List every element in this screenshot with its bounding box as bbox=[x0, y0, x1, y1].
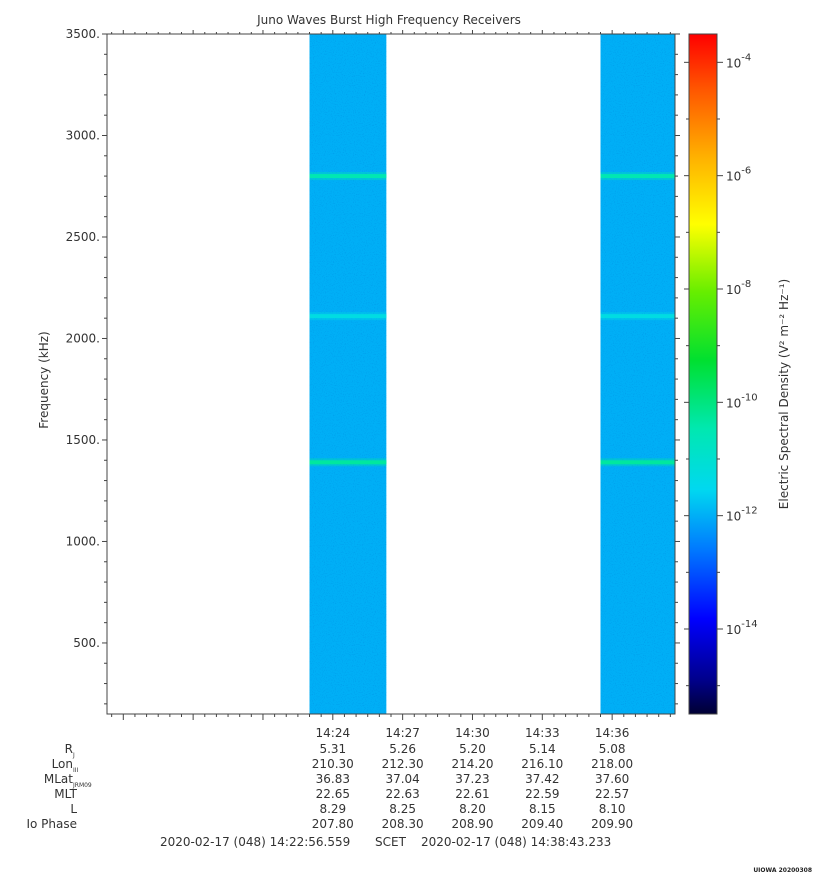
ephemeris-row: R J 5.31 5.26 5.20 5.14 5.08 bbox=[65, 742, 626, 759]
x-tick-label: 14:24 bbox=[316, 726, 351, 740]
ephemeris-value: 5.08 bbox=[599, 742, 626, 756]
emission-line bbox=[309, 174, 387, 179]
ephemeris-label: MLT bbox=[54, 787, 77, 801]
ephemeris-row: MLT 22.65 22.63 22.61 22.59 22.57 bbox=[54, 787, 629, 801]
ephemeris-value: 8.29 bbox=[319, 802, 346, 816]
ephemeris-table: R J 5.31 5.26 5.20 5.14 5.08 Lon III 210.30 212.30… bbox=[26, 742, 633, 831]
ephemeris-value: 22.57 bbox=[595, 787, 629, 801]
ephemeris-value: 37.04 bbox=[385, 772, 419, 786]
emission-line bbox=[309, 460, 387, 465]
ephemeris-value: 208.90 bbox=[451, 817, 493, 831]
ephemeris-label: Io Phase bbox=[26, 817, 77, 831]
ephemeris-label-subscript: III bbox=[73, 767, 79, 774]
data-segment bbox=[309, 34, 387, 714]
ephemeris-value: 5.14 bbox=[529, 742, 556, 756]
colorbar-tick-label: 10-10 bbox=[726, 392, 758, 410]
ephemeris-value: 207.80 bbox=[312, 817, 354, 831]
ephemeris-label: R bbox=[65, 742, 73, 756]
time-frame: SCET bbox=[375, 835, 407, 849]
ephemeris-value: 37.23 bbox=[455, 772, 489, 786]
ephemeris-value: 22.59 bbox=[525, 787, 559, 801]
y-tick-label: 3000. bbox=[66, 128, 100, 142]
ephemeris-value: 8.10 bbox=[599, 802, 626, 816]
y-tick-label: 500. bbox=[73, 636, 100, 650]
x-tick-label: 14:33 bbox=[525, 726, 560, 740]
y-axis: 500. 1000. 1500. 2000. 2500. 3000. 3500. bbox=[66, 27, 680, 705]
colorbar-label: Electric Spectral Density (V² m⁻² Hz⁻¹) bbox=[777, 279, 791, 509]
colorbar-tick-label: 10-12 bbox=[726, 506, 758, 524]
ephemeris-value: 5.20 bbox=[459, 742, 486, 756]
ephemeris-label: L bbox=[70, 802, 77, 816]
y-tick-label: 2500. bbox=[66, 230, 100, 244]
emission-line bbox=[600, 174, 675, 179]
ephemeris-row: MLat JRM09 36.83 37.04 37.23 37.42 37.60 bbox=[44, 772, 629, 789]
y-tick-label: 2000. bbox=[66, 331, 100, 345]
colorbar-gradient bbox=[688, 33, 718, 715]
colorbar-tick-label: 10-8 bbox=[726, 279, 751, 297]
ephemeris-row: L 8.29 8.25 8.20 8.15 8.10 bbox=[70, 802, 625, 816]
data-segment bbox=[600, 34, 675, 714]
x-tick-label: 14:36 bbox=[595, 726, 630, 740]
ephemeris-value: 5.31 bbox=[319, 742, 346, 756]
y-axis-label: Frequency (kHz) bbox=[37, 331, 51, 428]
x-axis: 14:24 14:27 14:30 14:33 14:36 bbox=[111, 30, 671, 740]
ephemeris-value: 22.63 bbox=[385, 787, 419, 801]
emission-line bbox=[600, 460, 675, 465]
ephemeris-value: 209.90 bbox=[591, 817, 633, 831]
ephemeris-value: 8.20 bbox=[459, 802, 486, 816]
footer-tag: UIOWA 20200308 bbox=[753, 867, 812, 874]
ephemeris-value: 208.30 bbox=[382, 817, 424, 831]
ephemeris-label: MLat bbox=[44, 772, 73, 786]
ephemeris-value: 36.83 bbox=[316, 772, 350, 786]
plot-area bbox=[106, 33, 676, 715]
ephemeris-label: Lon bbox=[52, 757, 73, 771]
ephemeris-value: 218.00 bbox=[591, 757, 633, 771]
ephemeris-value: 22.61 bbox=[455, 787, 489, 801]
emission-line bbox=[309, 314, 387, 319]
ephemeris-value: 8.15 bbox=[529, 802, 556, 816]
ephemeris-value: 8.25 bbox=[389, 802, 416, 816]
ephemeris-value: 37.42 bbox=[525, 772, 559, 786]
ephemeris-value: 216.10 bbox=[521, 757, 563, 771]
ephemeris-label-subscript: J bbox=[72, 752, 75, 759]
ephemeris-value: 37.60 bbox=[595, 772, 629, 786]
colorbar-tick-label: 10-14 bbox=[726, 619, 758, 637]
colorbar-tick-label: 10-4 bbox=[726, 52, 751, 70]
colorbar: 10-4 10-6 10-8 10-10 10-12 10-14 bbox=[684, 33, 758, 715]
ephemeris-row: Io Phase 207.80 208.30 208.90 209.40 209.90 bbox=[26, 817, 633, 831]
x-tick-label: 14:30 bbox=[455, 726, 490, 740]
time-end: 2020-02-17 (048) 14:38:43.233 bbox=[421, 835, 611, 849]
ephemeris-value: 210.30 bbox=[312, 757, 354, 771]
ephemeris-value: 22.65 bbox=[316, 787, 350, 801]
ephemeris-value: 214.20 bbox=[451, 757, 493, 771]
ephemeris-value: 5.26 bbox=[389, 742, 416, 756]
y-tick-label: 3500. bbox=[66, 27, 100, 41]
chart-title: Juno Waves Burst High Frequency Receiver… bbox=[256, 13, 521, 27]
emission-line bbox=[600, 314, 675, 319]
ephemeris-row: Lon III 210.30 212.30 214.20 216.10 218.00 bbox=[52, 757, 634, 774]
ephemeris-label-subscript: JRM09 bbox=[72, 782, 92, 789]
ephemeris-value: 212.30 bbox=[382, 757, 424, 771]
colorbar-tick-label: 10-6 bbox=[726, 166, 751, 184]
ephemeris-value: 209.40 bbox=[521, 817, 563, 831]
y-tick-label: 1000. bbox=[66, 534, 100, 548]
y-tick-label: 1500. bbox=[66, 433, 100, 447]
time-start: 2020-02-17 (048) 14:22:56.559 bbox=[160, 835, 350, 849]
x-tick-label: 14:27 bbox=[385, 726, 420, 740]
